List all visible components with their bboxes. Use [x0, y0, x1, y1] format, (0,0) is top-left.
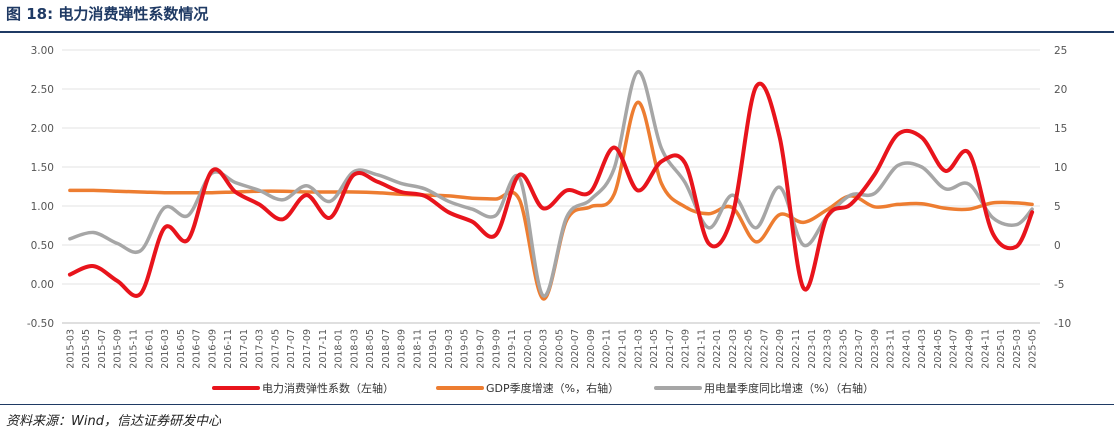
- x-axis-tick: 2021-11: [696, 329, 707, 369]
- source-rule: [0, 404, 1114, 405]
- x-axis-tick: 2015-05: [81, 329, 92, 369]
- chart-series: [67, 70, 1035, 301]
- right-axis-tick: 0: [1054, 240, 1061, 252]
- x-axis-tick: 2023-11: [886, 329, 897, 369]
- x-axis-tick: 2017-07: [286, 329, 297, 369]
- chart-legend: 电力消费弹性系数（左轴） GDP季度增速（%，右轴） 用电量季度同比增速（%）（右轴…: [212, 381, 874, 395]
- x-axis-tick: 2017-09: [302, 329, 313, 369]
- left-axis-tick: 0.00: [31, 279, 54, 291]
- x-axis-tick: 2022-05: [744, 329, 755, 369]
- x-axis-tick: 2025-05: [1028, 329, 1039, 369]
- x-axis-tick: 2021-01: [617, 329, 628, 369]
- x-axis-tick: 2018-05: [365, 329, 376, 369]
- left-axis-tick: 0.50: [31, 240, 54, 252]
- x-axis-tick: 2017-03: [255, 329, 266, 369]
- x-axis-tick: 2024-03: [917, 329, 928, 369]
- figure-title: 图 18: 电力消费弹性系数情况: [6, 5, 209, 23]
- x-axis-tick: 2021-07: [665, 329, 676, 369]
- x-axis-tick: 2017-11: [318, 329, 329, 369]
- x-axis-tick: 2015-09: [113, 329, 124, 369]
- legend-label: 用电量季度同比增速（%）（右轴）: [704, 381, 874, 395]
- x-axis-tick: 2020-03: [539, 329, 550, 369]
- x-axis-tick: 2023-07: [854, 329, 865, 369]
- x-axis-tick: 2018-07: [381, 329, 392, 369]
- right-axis-tick: -10: [1054, 318, 1071, 330]
- x-axis-tick: 2022-09: [775, 329, 786, 369]
- legend-item-gdp: GDP季度增速（%，右轴）: [436, 381, 619, 395]
- x-axis-tick: 2019-11: [507, 329, 518, 369]
- x-axis-tick: 2018-03: [349, 329, 360, 369]
- x-axis-tick: 2018-09: [397, 329, 408, 369]
- x-axis-tick: 2018-01: [334, 329, 345, 369]
- x-axis-tick: 2024-11: [980, 329, 991, 369]
- left-axis-tick: 2.00: [31, 123, 54, 135]
- x-axis-tick: 2019-09: [491, 329, 502, 369]
- x-axis-tick: 2025-03: [1012, 329, 1023, 369]
- title-rule: [0, 31, 1114, 33]
- x-axis-tick: 2016-05: [176, 329, 187, 369]
- x-axis-tick: 2019-07: [476, 329, 487, 369]
- right-axis-tick: -5: [1054, 279, 1064, 291]
- x-axis-tick: 2021-05: [649, 329, 660, 369]
- x-axis-tick: 2023-05: [838, 329, 849, 369]
- left-axis-tick: 2.50: [31, 84, 54, 96]
- source-note: 资料来源：Wind，信达证券研发中心: [6, 414, 221, 429]
- x-axis-tick: 2016-07: [192, 329, 203, 369]
- legend-label: GDP季度增速（%，右轴）: [486, 381, 619, 395]
- right-axis-tick: 15: [1054, 123, 1067, 135]
- power-growth-series-line: [68, 70, 1034, 298]
- x-axis-tick: 2016-09: [207, 329, 218, 369]
- right-axis-tick: 10: [1054, 162, 1067, 174]
- x-axis-tick: 2016-11: [223, 329, 234, 369]
- x-axis-tick: 2020-07: [570, 329, 581, 369]
- x-axis-tick: 2017-01: [239, 329, 250, 369]
- x-axis-tick: 2015-07: [97, 329, 108, 369]
- x-axis-tick: 2020-05: [554, 329, 565, 369]
- x-axis-tick: 2015-11: [128, 329, 139, 369]
- x-axis-tick: 2016-03: [160, 329, 171, 369]
- x-axis-tick: 2019-05: [460, 329, 471, 369]
- x-axis-tick: 2024-09: [965, 329, 976, 369]
- x-axis-tick: 2024-07: [949, 329, 960, 369]
- left-axis-tick: 1.00: [31, 201, 54, 213]
- left-axis-tick: 1.50: [31, 162, 54, 174]
- x-axis-tick: 2023-09: [870, 329, 881, 369]
- x-axis-tick: 2025-01: [996, 329, 1007, 369]
- x-axis-tick: 2020-01: [523, 329, 534, 369]
- left-axis-tick: 3.00: [31, 45, 54, 57]
- x-axis-tick: 2015-03: [65, 329, 76, 369]
- x-axis-tick: 2024-05: [933, 329, 944, 369]
- legend-label: 电力消费弹性系数（左轴）: [262, 381, 394, 395]
- x-axis-tick: 2023-03: [823, 329, 834, 369]
- gdp-series-line: [68, 100, 1034, 301]
- elasticity-series-line: [67, 81, 1035, 298]
- x-axis-tick: 2018-11: [412, 329, 423, 369]
- x-axis-tick: 2022-01: [712, 329, 723, 369]
- right-axis-tick: 25: [1054, 45, 1067, 57]
- x-axis-tick: 2022-07: [759, 329, 770, 369]
- x-axis-tick: 2019-01: [428, 329, 439, 369]
- x-axis-tick: 2019-03: [444, 329, 455, 369]
- x-axis-tick: 2024-01: [901, 329, 912, 369]
- right-axis-tick: 5: [1054, 201, 1061, 213]
- x-axis-tick: 2020-09: [586, 329, 597, 369]
- x-axis-tick: 2022-11: [791, 329, 802, 369]
- x-axis-tick: 2016-01: [144, 329, 155, 369]
- right-axis-tick: 20: [1054, 84, 1067, 96]
- x-axis-tick: 2022-03: [728, 329, 739, 369]
- legend-item-power-growth: 用电量季度同比增速（%）（右轴）: [654, 381, 874, 395]
- x-axis-tick: 2017-05: [270, 329, 281, 369]
- left-axis-tick: -0.50: [27, 318, 54, 330]
- legend-item-elasticity: 电力消费弹性系数（左轴）: [212, 381, 394, 395]
- line-chart: -0.50 0.00 0.50 1.00 1.50 2.00 2.50 3.00 -10 -5 0 5…: [27, 45, 1071, 395]
- x-axis-tick: 2021-09: [681, 329, 692, 369]
- x-axis-tick: 2023-01: [807, 329, 818, 369]
- x-axis-tick: 2020-11: [602, 329, 613, 369]
- x-axis-tick: 2021-03: [633, 329, 644, 369]
